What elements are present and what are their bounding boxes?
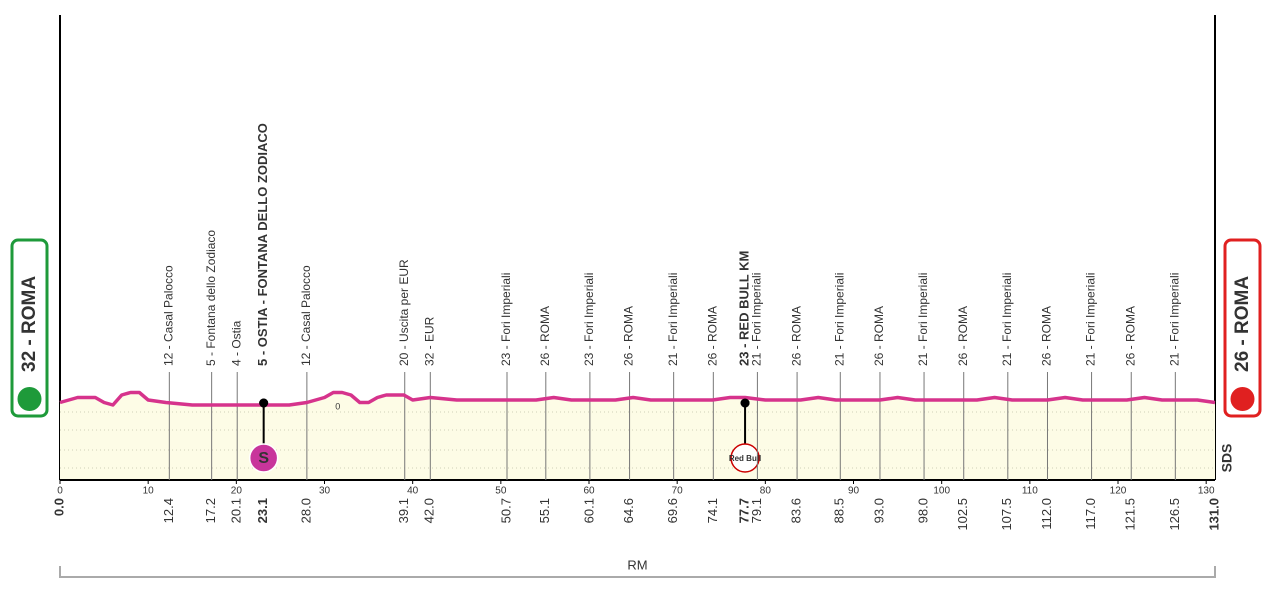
waypoint-label: 12 - Casal Palocco <box>162 265 176 366</box>
km-label: 102.5 <box>955 498 970 531</box>
km-label: 55.1 <box>537 498 552 523</box>
km-label: 112.0 <box>1039 498 1054 530</box>
x-tick-label: 120 <box>1110 486 1127 497</box>
km-label: 42.0 <box>422 498 437 523</box>
waypoint-label: 21 - Fori Imperiali <box>666 273 680 366</box>
x-tick-label: 90 <box>848 486 860 497</box>
waypoint-label: 26 - ROMA <box>622 306 636 366</box>
waypoint-label: 21 - Fori Imperiali <box>1000 273 1014 366</box>
x-tick-label: 60 <box>583 486 595 497</box>
province-bracket <box>59 566 1216 578</box>
x-tick-label: 30 <box>319 486 331 497</box>
icon-text: S <box>258 450 269 467</box>
logo: SDS <box>1219 444 1235 473</box>
waypoint-label: 26 - ROMA <box>789 306 803 366</box>
start-icon <box>17 387 42 411</box>
waypoint-label: 26 - ROMA <box>1040 306 1054 366</box>
x-tick-label: 80 <box>760 486 772 497</box>
waypoint-icon <box>248 443 279 473</box>
x-tick-label: 0 <box>57 486 63 497</box>
waypoint-label: 12 - Casal Palocco <box>299 265 313 366</box>
km-label: 17.2 <box>203 498 218 523</box>
x-tick-label: 100 <box>933 486 950 497</box>
km-label: 131.0 <box>1206 498 1221 531</box>
icon-text: Red Bull <box>729 454 761 463</box>
km-label: 79.1 <box>749 498 764 523</box>
waypoint-label: 21 - Fori Imperiali <box>1167 273 1181 366</box>
km-label: 0.0 <box>51 498 66 516</box>
km-label: 23.1 <box>255 498 270 523</box>
km-label: 50.7 <box>498 498 513 523</box>
waypoint-label: 5 - Fontana dello Zodiaco <box>204 230 218 366</box>
start-label: 32 - ROMA <box>19 276 40 372</box>
start-box <box>10 238 49 418</box>
x-tick-label: 10 <box>143 486 155 497</box>
km-label: 69.6 <box>665 498 680 523</box>
waypoint-label: 26 - ROMA <box>538 306 552 366</box>
waypoint-label: 21 - Fori Imperiali <box>1084 273 1098 366</box>
km-label: 64.6 <box>621 498 636 523</box>
finish-icon <box>1230 387 1255 411</box>
km-label: 74.1 <box>705 498 720 523</box>
x-tick-label: 20 <box>231 486 243 497</box>
km-label: 39.1 <box>396 498 411 523</box>
x-tick-label: 70 <box>672 486 684 497</box>
x-tick-label: 110 <box>1022 486 1038 497</box>
km-label: 121.5 <box>1123 498 1138 531</box>
waypoint-label: 23 - Fori Imperiali <box>582 273 596 366</box>
waypoint-dot <box>740 398 750 408</box>
waypoint-label: 26 - ROMA <box>956 306 970 366</box>
km-label: 83.6 <box>789 498 804 523</box>
km-label: 107.5 <box>999 498 1014 531</box>
waypoint-label: 26 - ROMA <box>1123 306 1137 366</box>
waypoint-label: 26 - ROMA <box>705 306 719 366</box>
finish-box <box>1223 238 1262 418</box>
waypoint-label: 5 - OSTIA - FONTANA DELLO ZODIACO <box>255 123 270 366</box>
km-label: 98.0 <box>915 498 930 523</box>
km-label: 77.7 <box>737 498 752 523</box>
km-label: 126.5 <box>1167 498 1182 531</box>
waypoint-label: 21 - Fori Imperiali <box>832 273 846 366</box>
km-label: 117.0 <box>1083 498 1098 530</box>
km-label: 88.5 <box>832 498 847 523</box>
province-label: RM <box>627 557 647 572</box>
waypoint-label: 4 - Ostia <box>229 320 243 366</box>
km-label: 28.0 <box>298 498 313 523</box>
x-tick-label: 40 <box>407 486 419 497</box>
waypoint-label: 32 - EUR <box>422 316 436 366</box>
waypoint-label: 21 - Fori Imperiali <box>750 273 764 366</box>
waypoint-label: 23 - RED BULL KM <box>737 251 752 366</box>
profile-area <box>60 392 1215 480</box>
km-label: 93.0 <box>871 498 886 523</box>
km-label: 12.4 <box>161 498 176 523</box>
x-tick-label: 130 <box>1198 486 1215 497</box>
waypoint-label: 26 - ROMA <box>872 306 886 366</box>
waypoint-icon <box>730 443 760 473</box>
waypoint-label: 21 - Fori Imperiali <box>916 273 930 366</box>
km-label: 20.1 <box>229 498 244 523</box>
waypoint-label: 23 - Fori Imperiali <box>499 273 513 366</box>
marker-label: 0 <box>335 401 340 411</box>
profile-line <box>59 390 1216 407</box>
finish-label: 26 - ROMA <box>1232 276 1253 372</box>
waypoint-dot <box>259 398 269 408</box>
x-tick-label: 50 <box>495 486 507 497</box>
waypoint-label: 20 - Uscita per EUR <box>397 259 411 366</box>
km-label: 60.1 <box>581 498 596 523</box>
